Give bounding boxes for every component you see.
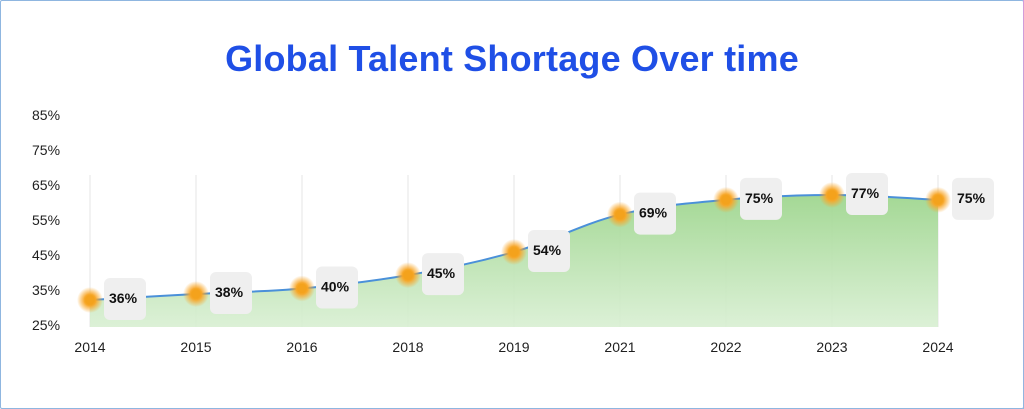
y-tick-label: 75% bbox=[32, 142, 60, 158]
data-label: 40% bbox=[321, 278, 350, 294]
data-label: 36% bbox=[109, 290, 138, 306]
x-tick-label: 2019 bbox=[498, 339, 529, 355]
data-label-box bbox=[740, 177, 782, 220]
data-label: 69% bbox=[639, 205, 668, 221]
data-label-box bbox=[210, 272, 252, 315]
data-point-2016 bbox=[296, 282, 308, 294]
y-tick-label: 25% bbox=[32, 317, 60, 333]
data-label-box bbox=[528, 229, 570, 272]
data-point-2021 bbox=[614, 209, 626, 221]
x-axis: 2014 2015 2016 2018 2019 2021 2022 2023 2024 bbox=[74, 339, 953, 355]
x-tick-label: 2018 bbox=[392, 339, 423, 355]
data-label: 77% bbox=[851, 185, 880, 201]
y-tick-label: 65% bbox=[32, 177, 60, 193]
data-label-box bbox=[952, 177, 994, 220]
x-tick-label: 2022 bbox=[710, 339, 741, 355]
data-labels: 36% 38% 40% 45% 54% 69% 75% 77% 75% bbox=[104, 173, 994, 320]
data-label-box bbox=[422, 253, 464, 296]
data-point-2023 bbox=[826, 189, 838, 201]
x-tick-label: 2016 bbox=[286, 339, 317, 355]
data-label: 75% bbox=[957, 190, 986, 206]
chart-title: Global Talent Shortage Over time bbox=[225, 38, 799, 79]
data-label: 45% bbox=[427, 265, 456, 281]
y-tick-label: 35% bbox=[32, 282, 60, 298]
data-markers bbox=[77, 182, 951, 313]
x-tick-label: 2015 bbox=[180, 339, 211, 355]
x-tick-label: 2024 bbox=[922, 339, 953, 355]
data-point-2024 bbox=[932, 194, 944, 206]
x-tick-label: 2023 bbox=[816, 339, 847, 355]
data-label-box bbox=[846, 173, 888, 215]
data-label: 75% bbox=[745, 190, 774, 206]
data-point-2022 bbox=[720, 194, 732, 206]
x-tick-label: 2021 bbox=[604, 339, 635, 355]
x-tick-label: 2014 bbox=[74, 339, 105, 355]
data-point-2018 bbox=[402, 269, 414, 281]
y-tick-label: 45% bbox=[32, 247, 60, 263]
data-label-box bbox=[104, 278, 146, 320]
data-point-2015 bbox=[190, 288, 202, 300]
y-tick-label: 55% bbox=[32, 212, 60, 228]
data-label-box bbox=[316, 266, 358, 309]
data-point-2019 bbox=[508, 246, 520, 258]
y-tick-label: 85% bbox=[32, 107, 60, 123]
data-point-2014 bbox=[84, 294, 96, 306]
y-axis: 25% 35% 45% 55% 65% 75% 85% bbox=[32, 107, 60, 333]
data-label: 38% bbox=[215, 284, 244, 300]
data-label-box bbox=[634, 192, 676, 235]
data-label: 54% bbox=[533, 242, 562, 258]
